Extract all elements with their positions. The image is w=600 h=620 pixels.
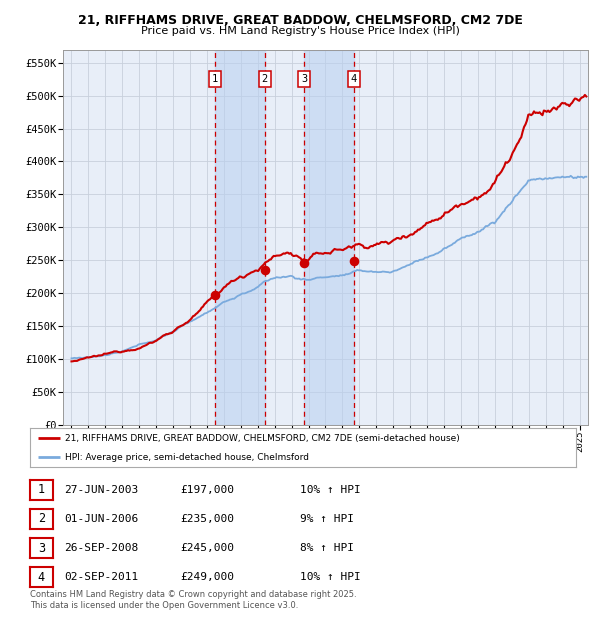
Text: 01-JUN-2006: 01-JUN-2006	[64, 514, 139, 524]
Text: 4: 4	[350, 74, 357, 84]
Text: 3: 3	[301, 74, 307, 84]
Text: £249,000: £249,000	[180, 572, 234, 582]
Text: 4: 4	[38, 571, 45, 583]
Text: £245,000: £245,000	[180, 543, 234, 553]
Point	[211, 290, 220, 300]
Bar	[304, 50, 354, 425]
Text: 21, RIFFHAMS DRIVE, GREAT BADDOW, CHELMSFORD, CM2 7DE (semi-detached house): 21, RIFFHAMS DRIVE, GREAT BADDOW, CHELMS…	[65, 433, 460, 443]
Text: 26-SEP-2008: 26-SEP-2008	[64, 543, 139, 553]
Text: Contains HM Land Registry data © Crown copyright and database right 2025.
This d: Contains HM Land Registry data © Crown c…	[30, 590, 356, 609]
Point	[299, 259, 309, 268]
Text: 2: 2	[262, 74, 268, 84]
Text: 1: 1	[38, 484, 45, 496]
Bar	[215, 50, 265, 425]
Text: 02-SEP-2011: 02-SEP-2011	[64, 572, 139, 582]
Point	[349, 256, 359, 266]
Text: 10% ↑ HPI: 10% ↑ HPI	[300, 572, 361, 582]
Text: £235,000: £235,000	[180, 514, 234, 524]
Text: HPI: Average price, semi-detached house, Chelmsford: HPI: Average price, semi-detached house,…	[65, 453, 310, 462]
Point	[260, 265, 269, 275]
Text: 8% ↑ HPI: 8% ↑ HPI	[300, 543, 354, 553]
Text: Price paid vs. HM Land Registry's House Price Index (HPI): Price paid vs. HM Land Registry's House …	[140, 26, 460, 36]
Text: 9% ↑ HPI: 9% ↑ HPI	[300, 514, 354, 524]
Text: 27-JUN-2003: 27-JUN-2003	[64, 485, 139, 495]
Text: 1: 1	[212, 74, 218, 84]
Text: 2: 2	[38, 513, 45, 525]
Text: 21, RIFFHAMS DRIVE, GREAT BADDOW, CHELMSFORD, CM2 7DE: 21, RIFFHAMS DRIVE, GREAT BADDOW, CHELMS…	[77, 14, 523, 27]
Text: 3: 3	[38, 542, 45, 554]
Text: £197,000: £197,000	[180, 485, 234, 495]
Text: 10% ↑ HPI: 10% ↑ HPI	[300, 485, 361, 495]
